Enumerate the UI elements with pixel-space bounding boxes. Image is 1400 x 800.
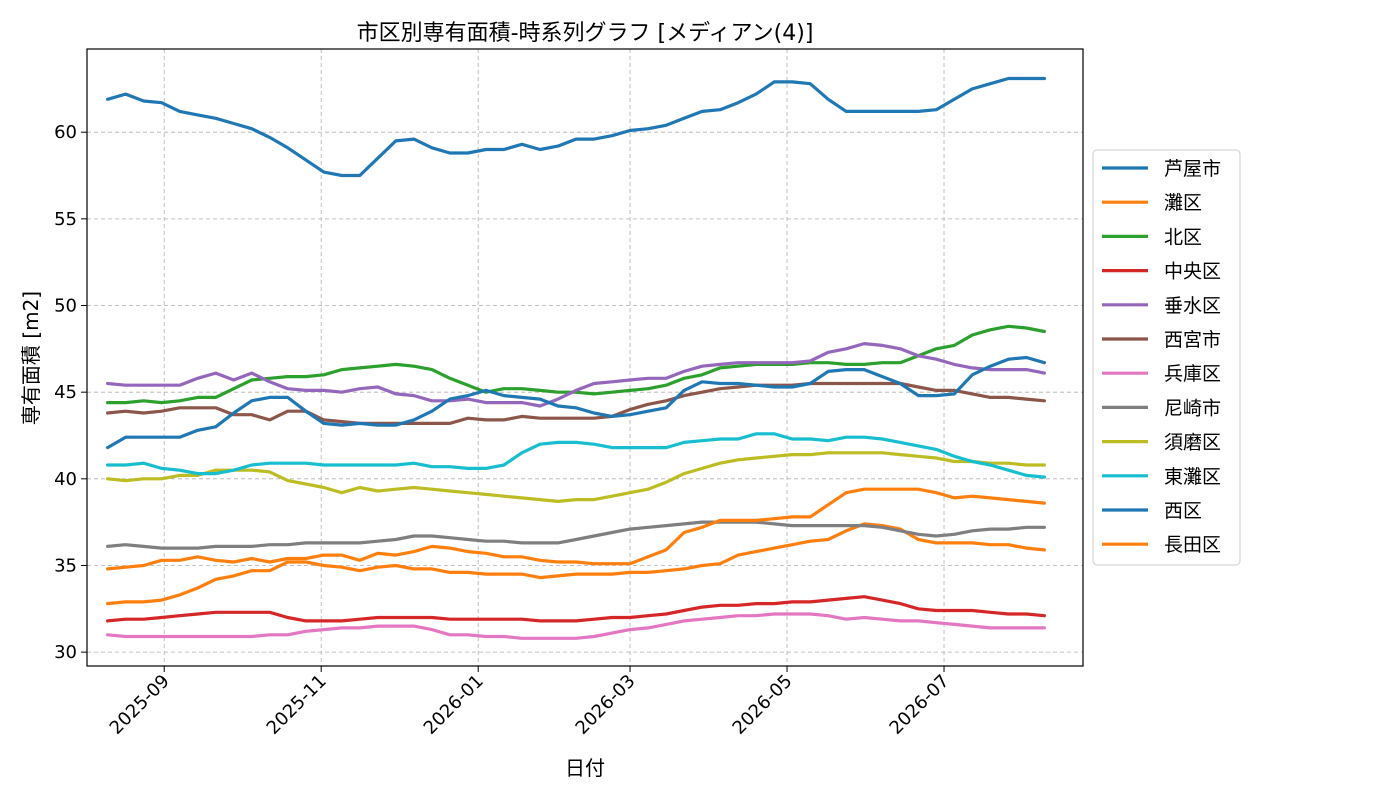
series-line [105,76,1047,178]
x-tick-label: 2026-05 [729,671,797,739]
legend-label: 中央区 [1164,261,1221,283]
y-tick-label: 45 [54,382,77,403]
legend-label: 灘区 [1164,192,1202,214]
legend-frame [1092,149,1241,566]
x-tick-label: 2026-07 [886,671,954,739]
series-line [105,342,1047,408]
chart-title: 市区別専有面積-時系列グラフ [メディアン(4)] [357,21,814,46]
legend-label: 尼崎市 [1164,397,1221,419]
plot-lines [105,76,1047,640]
series-line [105,451,1047,503]
legend-label: 芦屋市 [1164,158,1221,180]
series-line [105,595,1047,623]
y-tick-label: 35 [54,555,77,576]
series-line [105,355,1047,450]
x-tick-label: 2025-09 [106,671,174,739]
y-tick-label: 30 [54,642,77,663]
x-axis: 2025-09 2025-11 2026-01 2026-03 2026-05 2026-… [106,666,954,739]
legend-label: 須磨区 [1164,432,1221,454]
series-line [105,522,1047,606]
series-line [105,520,1047,550]
series-line [105,612,1047,640]
series-line [105,487,1047,571]
plot-frame [86,48,1084,667]
y-axis-label: 専有面積 [m2] [19,291,43,425]
legend-label: 兵庫区 [1164,363,1221,385]
x-axis-label: 日付 [565,756,605,780]
series-line [105,381,1047,425]
x-tick-label: 2026-01 [420,671,488,739]
y-tick-label: 55 [54,209,77,230]
legend-label: 西宮市 [1164,329,1221,351]
y-tick-label: 40 [54,469,77,490]
legend-label: 北区 [1164,226,1202,248]
legend-label: 東灘区 [1164,466,1221,488]
y-axis: 30 35 40 45 50 55 60 [54,122,87,663]
x-tick-label: 2026-03 [572,671,640,739]
y-tick-label: 60 [54,122,77,143]
legend-label: 垂水区 [1164,295,1221,317]
legend-label: 西区 [1164,500,1202,522]
legend-label: 長田区 [1164,534,1221,556]
y-tick-label: 50 [54,296,77,317]
x-tick-label: 2025-11 [263,671,331,739]
series-line [105,432,1047,479]
